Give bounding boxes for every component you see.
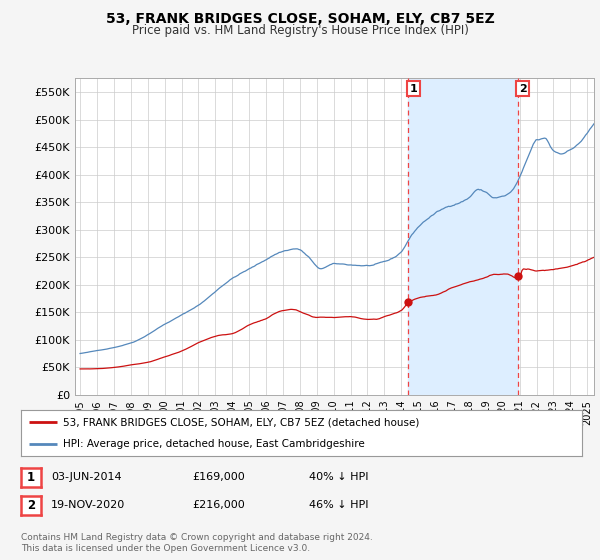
- Text: 53, FRANK BRIDGES CLOSE, SOHAM, ELY, CB7 5EZ: 53, FRANK BRIDGES CLOSE, SOHAM, ELY, CB7…: [106, 12, 494, 26]
- Text: 53, FRANK BRIDGES CLOSE, SOHAM, ELY, CB7 5EZ (detached house): 53, FRANK BRIDGES CLOSE, SOHAM, ELY, CB7…: [63, 417, 419, 427]
- Text: 2: 2: [519, 83, 527, 94]
- Bar: [409, 78, 518, 395]
- Text: 03-JUN-2014: 03-JUN-2014: [51, 472, 122, 482]
- Text: 1: 1: [27, 470, 35, 484]
- Text: 40% ↓ HPI: 40% ↓ HPI: [309, 472, 368, 482]
- Text: £169,000: £169,000: [192, 472, 245, 482]
- Text: 46% ↓ HPI: 46% ↓ HPI: [309, 500, 368, 510]
- Text: 2: 2: [27, 498, 35, 512]
- Text: 19-NOV-2020: 19-NOV-2020: [51, 500, 125, 510]
- Text: HPI: Average price, detached house, East Cambridgeshire: HPI: Average price, detached house, East…: [63, 440, 365, 450]
- Text: Price paid vs. HM Land Registry's House Price Index (HPI): Price paid vs. HM Land Registry's House …: [131, 24, 469, 36]
- Text: Contains HM Land Registry data © Crown copyright and database right 2024.
This d: Contains HM Land Registry data © Crown c…: [21, 533, 373, 553]
- Text: 1: 1: [410, 83, 418, 94]
- Text: £216,000: £216,000: [192, 500, 245, 510]
